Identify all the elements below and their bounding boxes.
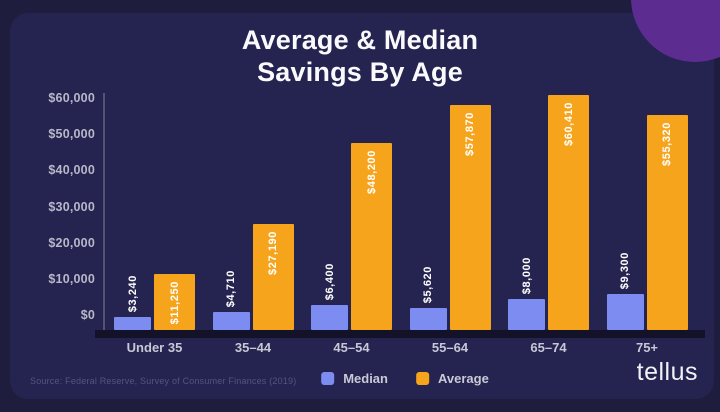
- legend-label: Median: [343, 371, 388, 386]
- median-value-text: $3,240: [126, 274, 139, 312]
- average-value-label: $27,190: [253, 231, 294, 275]
- median-value-text: $6,400: [323, 262, 336, 300]
- x-axis-label: 65–74: [530, 340, 567, 355]
- y-axis-line: [103, 93, 105, 338]
- median-value-label: $5,620: [410, 266, 447, 303]
- x-axis-baseline: [95, 330, 705, 338]
- average-value-label: $57,870: [450, 112, 491, 156]
- median-value-text: $4,710: [225, 269, 237, 307]
- y-axis-label: $60,000: [48, 91, 95, 105]
- median-swatch-icon: [321, 372, 335, 385]
- y-axis-label: $50,000: [48, 127, 95, 142]
- median-value-label: $8,000: [508, 257, 545, 294]
- average-bar: $60,410: [548, 95, 589, 330]
- legend-item-average: Average: [415, 371, 489, 386]
- average-value-label: $60,410: [548, 102, 589, 146]
- median-value-text: $9,300: [619, 251, 631, 289]
- chart-title-line2: Savings By Age: [257, 57, 463, 87]
- average-swatch-icon: [415, 372, 429, 385]
- median-value-text: $8,000: [520, 256, 533, 294]
- median-bar: [311, 305, 348, 330]
- legend-item-median: Median: [321, 371, 388, 386]
- y-axis-label: $0: [80, 308, 95, 322]
- median-value-label: $9,300: [607, 252, 644, 289]
- average-value-label: $55,320: [647, 122, 688, 166]
- x-axis-label: 55–64: [431, 340, 469, 355]
- legend-label: Average: [437, 371, 489, 386]
- average-value-label: $48,200: [351, 150, 392, 194]
- average-bar: $55,320: [646, 115, 688, 330]
- average-value-text: $11,250: [168, 281, 181, 325]
- y-axis-label: $20,000: [48, 235, 95, 250]
- median-bar: [606, 294, 644, 330]
- median-value-label: $4,710: [213, 270, 250, 307]
- average-bar: $27,190: [252, 224, 294, 330]
- chart-legend: Median Average: [321, 371, 489, 386]
- average-value-text: $55,320: [661, 122, 673, 166]
- x-axis-label: 75+: [635, 340, 659, 355]
- y-axis-label: $30,000: [48, 199, 95, 214]
- median-value-label: $6,400: [311, 263, 348, 300]
- x-axis-label: 45–54: [333, 340, 370, 355]
- average-bar: $57,870: [449, 105, 491, 330]
- x-axis-label: 35–44: [234, 340, 272, 355]
- y-axis-label: $10,000: [48, 271, 95, 286]
- average-value-text: $48,200: [365, 150, 378, 194]
- median-bar: [508, 299, 545, 330]
- chart-title: Average & Median Savings By Age: [0, 24, 720, 88]
- median-bar: [114, 317, 151, 330]
- tellus-logo: tellus: [636, 358, 698, 386]
- average-value-text: $60,410: [562, 102, 575, 146]
- x-axis-label: Under 35: [126, 340, 183, 355]
- average-bar: $11,250: [154, 274, 195, 330]
- median-bar: [409, 308, 447, 330]
- median-value-text: $5,620: [422, 265, 434, 303]
- median-value-label: $3,240: [114, 275, 151, 312]
- median-bar: [212, 312, 250, 330]
- average-value-text: $57,870: [464, 112, 476, 156]
- average-bar: $48,200: [351, 143, 392, 330]
- chart-title-line1: Average & Median: [241, 25, 479, 55]
- average-value-text: $27,190: [267, 231, 279, 275]
- average-value-label: $11,250: [154, 281, 195, 324]
- source-attribution: Source: Federal Reserve, Survey of Consu…: [30, 376, 297, 386]
- y-axis-label: $40,000: [48, 163, 95, 178]
